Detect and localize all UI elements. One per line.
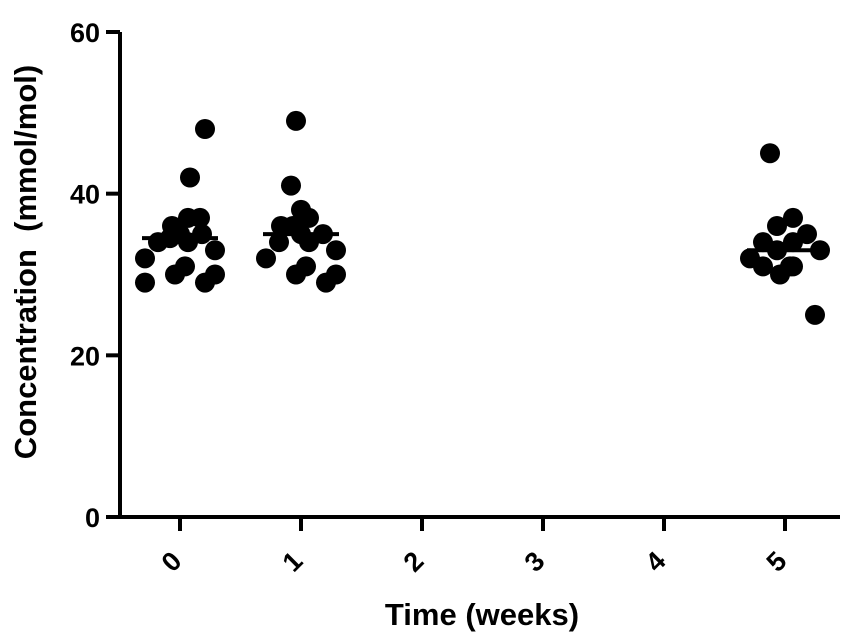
data-point xyxy=(753,256,773,277)
y-tick-label: 60 xyxy=(70,18,100,48)
data-point xyxy=(286,264,306,285)
data-point xyxy=(190,207,210,228)
data-point xyxy=(770,264,790,285)
plot-area xyxy=(135,110,830,325)
data-point xyxy=(805,304,825,325)
data-point xyxy=(180,167,200,188)
x-tick-label: 2 xyxy=(398,546,430,578)
data-point xyxy=(135,272,155,293)
data-point xyxy=(326,240,346,261)
group-week-5 xyxy=(740,143,830,325)
x-tick-label: 0 xyxy=(156,546,188,578)
data-point xyxy=(299,207,319,228)
data-point xyxy=(783,232,803,253)
data-point xyxy=(299,232,319,253)
data-point xyxy=(760,143,780,164)
x-tick-label: 5 xyxy=(761,546,793,578)
x-tick-label: 3 xyxy=(519,546,551,578)
data-point xyxy=(269,232,289,253)
x-tick-label: 4 xyxy=(640,546,672,578)
data-point xyxy=(286,110,306,131)
x-tick-label: 1 xyxy=(277,546,309,578)
data-point xyxy=(205,240,225,261)
y-axis-title: Concentration (mmol/mol) xyxy=(8,65,43,459)
y-tick-label: 20 xyxy=(70,341,100,371)
data-point xyxy=(256,248,276,269)
data-point xyxy=(195,272,215,293)
data-point xyxy=(271,216,291,236)
y-axis: 0 20 40 60 xyxy=(70,18,122,533)
group-week-0 xyxy=(135,119,225,293)
data-point xyxy=(195,119,215,139)
data-point xyxy=(767,216,787,236)
y-ticks: 0 20 40 60 xyxy=(70,18,120,533)
y-tick-label: 40 xyxy=(70,180,100,210)
x-ticks: 0 1 2 3 4 5 xyxy=(156,517,793,578)
data-point xyxy=(135,248,155,269)
group-week-1 xyxy=(256,110,346,293)
data-point xyxy=(178,232,198,253)
data-point xyxy=(316,272,336,293)
x-axis: 0 1 2 3 4 5 xyxy=(118,515,840,578)
data-point xyxy=(165,264,185,285)
data-point xyxy=(281,175,301,196)
x-axis-title: Time (weeks) xyxy=(385,597,579,632)
y-tick-label: 0 xyxy=(85,503,100,533)
data-point xyxy=(148,232,168,253)
data-point xyxy=(783,207,803,228)
